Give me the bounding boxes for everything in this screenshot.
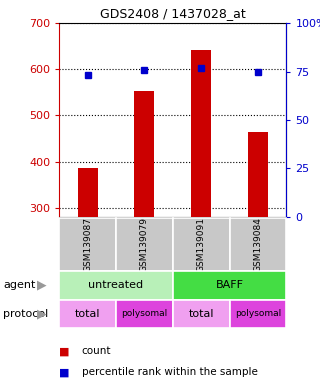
Text: percentile rank within the sample: percentile rank within the sample <box>82 367 258 377</box>
Text: ■: ■ <box>59 367 70 377</box>
Bar <box>248 132 268 217</box>
Bar <box>173 218 230 271</box>
Text: protocol: protocol <box>3 309 48 319</box>
Bar <box>191 50 211 217</box>
Text: untreated: untreated <box>88 280 144 290</box>
Bar <box>59 271 173 300</box>
Bar <box>59 300 116 328</box>
Text: polysomal: polysomal <box>121 310 168 318</box>
Text: polysomal: polysomal <box>235 310 281 318</box>
Text: total: total <box>188 309 214 319</box>
Bar <box>78 169 98 217</box>
Bar <box>116 218 173 271</box>
Bar <box>173 271 286 300</box>
Text: GSM139087: GSM139087 <box>83 217 92 272</box>
Bar <box>116 300 173 328</box>
Bar <box>173 300 230 328</box>
Text: BAFF: BAFF <box>216 280 244 290</box>
Text: ▶: ▶ <box>37 308 46 320</box>
Text: ▶: ▶ <box>37 279 46 291</box>
Title: GDS2408 / 1437028_at: GDS2408 / 1437028_at <box>100 7 246 20</box>
Bar <box>229 300 286 328</box>
Text: total: total <box>75 309 100 319</box>
Text: GSM139084: GSM139084 <box>253 217 262 271</box>
Text: agent: agent <box>3 280 36 290</box>
Text: GSM139091: GSM139091 <box>197 217 206 272</box>
Bar <box>134 91 154 217</box>
Text: ■: ■ <box>59 346 70 356</box>
Text: count: count <box>82 346 111 356</box>
Bar <box>59 218 116 271</box>
Bar <box>229 218 286 271</box>
Text: GSM139079: GSM139079 <box>140 217 149 272</box>
